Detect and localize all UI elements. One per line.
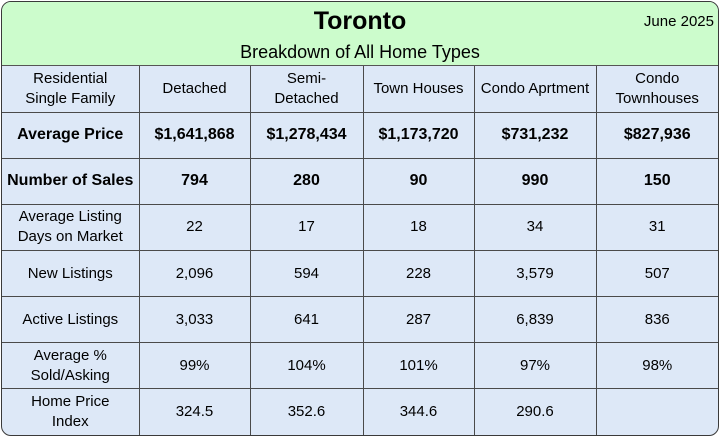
table-cell: 99% bbox=[138, 342, 251, 390]
page-title: Toronto bbox=[313, 7, 407, 35]
table-row: Average Listing Days on Market 22 17 18 34 31 bbox=[2, 203, 718, 252]
page-subtitle: Breakdown of All Home Types bbox=[240, 42, 480, 62]
table-cell: 794 bbox=[138, 157, 251, 205]
table-cell: 594 bbox=[249, 249, 364, 298]
row-label: Average Price bbox=[2, 111, 140, 159]
cell-text-line: Detached bbox=[162, 79, 227, 97]
table-cell: $1,641,868 bbox=[138, 111, 251, 159]
column-header: Condo Aprtment bbox=[473, 66, 597, 113]
cell-text-line: Townhouses bbox=[615, 89, 699, 107]
table-row: Home Price Index 324.5 352.6 344.6 290.6 bbox=[2, 388, 718, 435]
cell-text-line: Detached bbox=[274, 89, 339, 107]
table-cell: 290.6 bbox=[473, 388, 597, 435]
table-cell: 101% bbox=[362, 342, 475, 390]
cell-text-line: Index bbox=[51, 413, 89, 431]
column-header: Condo Townhouses bbox=[595, 66, 718, 113]
cell-text-line: Condo bbox=[635, 69, 680, 87]
cell-text-line: Town Houses bbox=[373, 79, 464, 97]
cell-text-line: Sold/Asking bbox=[30, 366, 110, 384]
cell-text-line: New Listings bbox=[27, 264, 113, 282]
table-cell: 31 bbox=[595, 203, 718, 252]
table-cell: 990 bbox=[473, 157, 597, 205]
cell-text-line: Semi- bbox=[286, 69, 327, 87]
table-cell: 150 bbox=[595, 157, 718, 205]
table-cell: 287 bbox=[362, 296, 475, 344]
table-cell: 3,579 bbox=[473, 249, 597, 298]
column-header: Town Houses bbox=[362, 66, 475, 113]
table-cell: 34 bbox=[473, 203, 597, 252]
row-label: Average % Sold/Asking bbox=[2, 342, 140, 390]
table-row: Average Price $1,641,868 $1,278,434 $1,173,… bbox=[2, 111, 718, 159]
table-cell: 98% bbox=[595, 342, 718, 390]
table-row: Active Listings 3,033 641 287 6,839 836 bbox=[2, 296, 718, 344]
cell-text-line: Average Listing bbox=[18, 208, 122, 226]
table-row: Number of Sales 794 280 90 990 150 bbox=[2, 157, 718, 205]
table-cell: $827,936 bbox=[595, 111, 718, 159]
table-cell: 2,096 bbox=[138, 249, 251, 298]
column-header: Residential Single Family bbox=[2, 66, 140, 113]
table-cell: 3,033 bbox=[138, 296, 251, 344]
column-header: Detached bbox=[138, 66, 251, 113]
table-cell: 507 bbox=[595, 249, 718, 298]
cell-text-line: Average % bbox=[33, 346, 107, 364]
row-label: Average Listing Days on Market bbox=[2, 203, 140, 252]
table-cell: 90 bbox=[362, 157, 475, 205]
table-cell: 22 bbox=[138, 203, 251, 252]
table-cell: 324.5 bbox=[138, 388, 251, 435]
table-row: New Listings 2,096 594 228 3,579 507 bbox=[2, 249, 718, 298]
cell-text-line: Active Listings bbox=[22, 310, 119, 328]
header-band: Toronto June 2025 Breakdown of All Home … bbox=[2, 2, 718, 66]
cell-text-line: Home Price bbox=[31, 393, 110, 411]
row-label: Number of Sales bbox=[2, 157, 140, 205]
cell-text-line: Number of Sales bbox=[7, 172, 134, 190]
table-cell: 18 bbox=[362, 203, 475, 252]
cell-text-line: Condo Aprtment bbox=[480, 79, 590, 97]
table-cell: 17 bbox=[249, 203, 364, 252]
column-header: Semi- Detached bbox=[249, 66, 364, 113]
report-date: June 2025 bbox=[643, 13, 714, 30]
cell-text-line: Days on Market bbox=[17, 228, 123, 246]
table-cell: 836 bbox=[595, 296, 718, 344]
table-cell: 228 bbox=[362, 249, 475, 298]
row-label: Active Listings bbox=[2, 296, 140, 344]
row-label: Home Price Index bbox=[2, 388, 140, 435]
table-cell: $731,232 bbox=[473, 111, 597, 159]
cell-text-line: Single Family bbox=[25, 89, 116, 107]
table-row: Average % Sold/Asking 99% 104% 101% 97% 98% bbox=[2, 342, 718, 390]
cell-text-line: Average Price bbox=[17, 126, 124, 144]
table-cell: 97% bbox=[473, 342, 597, 390]
cell-text-line: Residential bbox=[33, 69, 108, 87]
table-cell: 280 bbox=[249, 157, 364, 205]
table-cell: $1,278,434 bbox=[249, 111, 364, 159]
table-cell: 6,839 bbox=[473, 296, 597, 344]
table-cell: $1,173,720 bbox=[362, 111, 475, 159]
row-label: New Listings bbox=[2, 249, 140, 298]
table-cell bbox=[595, 388, 718, 435]
table-cell: 352.6 bbox=[249, 388, 364, 435]
table-cell: 641 bbox=[249, 296, 364, 344]
home-types-table: Residential Single Family Detached Semi- Det… bbox=[2, 66, 718, 435]
table-header-row: Residential Single Family Detached Semi- Det… bbox=[2, 66, 718, 113]
table-cell: 344.6 bbox=[362, 388, 475, 435]
table-cell: 104% bbox=[249, 342, 364, 390]
